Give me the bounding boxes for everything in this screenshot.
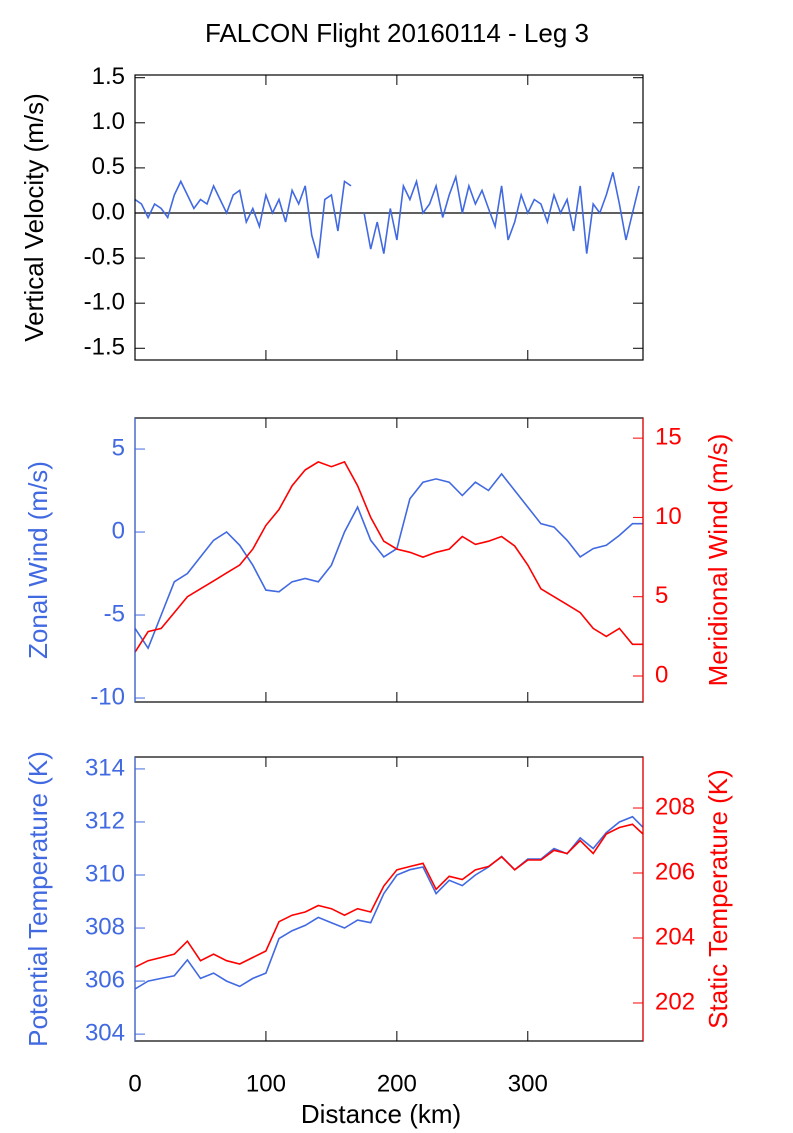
- chart-title: FALCON Flight 20160114 - Leg 3: [205, 18, 589, 48]
- y-tick-label: -5: [104, 600, 125, 627]
- data-line: [134, 460, 643, 653]
- y-tick-label: 1.5: [92, 63, 125, 90]
- y-axis-label: Vertical Velocity (m/s): [19, 93, 49, 342]
- data-line: [134, 815, 644, 990]
- y-tick-label: 304: [85, 1019, 125, 1046]
- x-axis-label: Distance (km): [301, 1099, 461, 1129]
- y-tick-label: -1.5: [84, 334, 125, 361]
- y2-axis-label: Static Temperature (K): [703, 769, 733, 1029]
- y2-tick-label: 5: [655, 582, 668, 609]
- x-tick-label: 300: [508, 1070, 548, 1097]
- y-axis-label: Zonal Wind (m/s): [23, 461, 53, 659]
- x-tick-label: 200: [377, 1070, 417, 1097]
- y-tick-label: 0.0: [92, 198, 125, 225]
- y-tick-label: 308: [85, 913, 125, 940]
- plot-frame: [134, 74, 644, 361]
- y-tick-label: 1.0: [92, 108, 125, 135]
- y2-tick-label: 202: [655, 988, 695, 1015]
- y2-tick-label: 15: [655, 423, 682, 450]
- y-tick-label: 0: [112, 517, 125, 544]
- y-tick-label: 310: [85, 860, 125, 887]
- y-tick-label: -10: [90, 683, 125, 710]
- data-line: [134, 472, 643, 650]
- y-tick-label: 0.5: [92, 153, 125, 180]
- y-tick-label: 312: [85, 807, 125, 834]
- x-tick-label: 100: [246, 1070, 286, 1097]
- y2-tick-label: 206: [655, 858, 695, 885]
- y2-tick-label: 0: [655, 661, 668, 688]
- y-tick-label: 306: [85, 966, 125, 993]
- y-tick-label: 314: [85, 754, 125, 781]
- y-axis-label: Potential Temperature (K): [23, 751, 53, 1047]
- y-tick-label: 5: [112, 434, 125, 461]
- y2-tick-label: 204: [655, 923, 695, 950]
- y2-axis-label: Meridional Wind (m/s): [703, 434, 733, 687]
- y2-tick-label: 208: [655, 793, 695, 820]
- x-tick-label: 0: [128, 1070, 141, 1097]
- y2-tick-label: 10: [655, 503, 682, 530]
- data-line: [134, 823, 644, 968]
- plot-frame: [134, 756, 644, 1042]
- data-line: [134, 172, 640, 259]
- y-tick-label: -0.5: [84, 243, 125, 270]
- plot-frame: [134, 417, 644, 703]
- y-tick-label: -1.0: [84, 289, 125, 316]
